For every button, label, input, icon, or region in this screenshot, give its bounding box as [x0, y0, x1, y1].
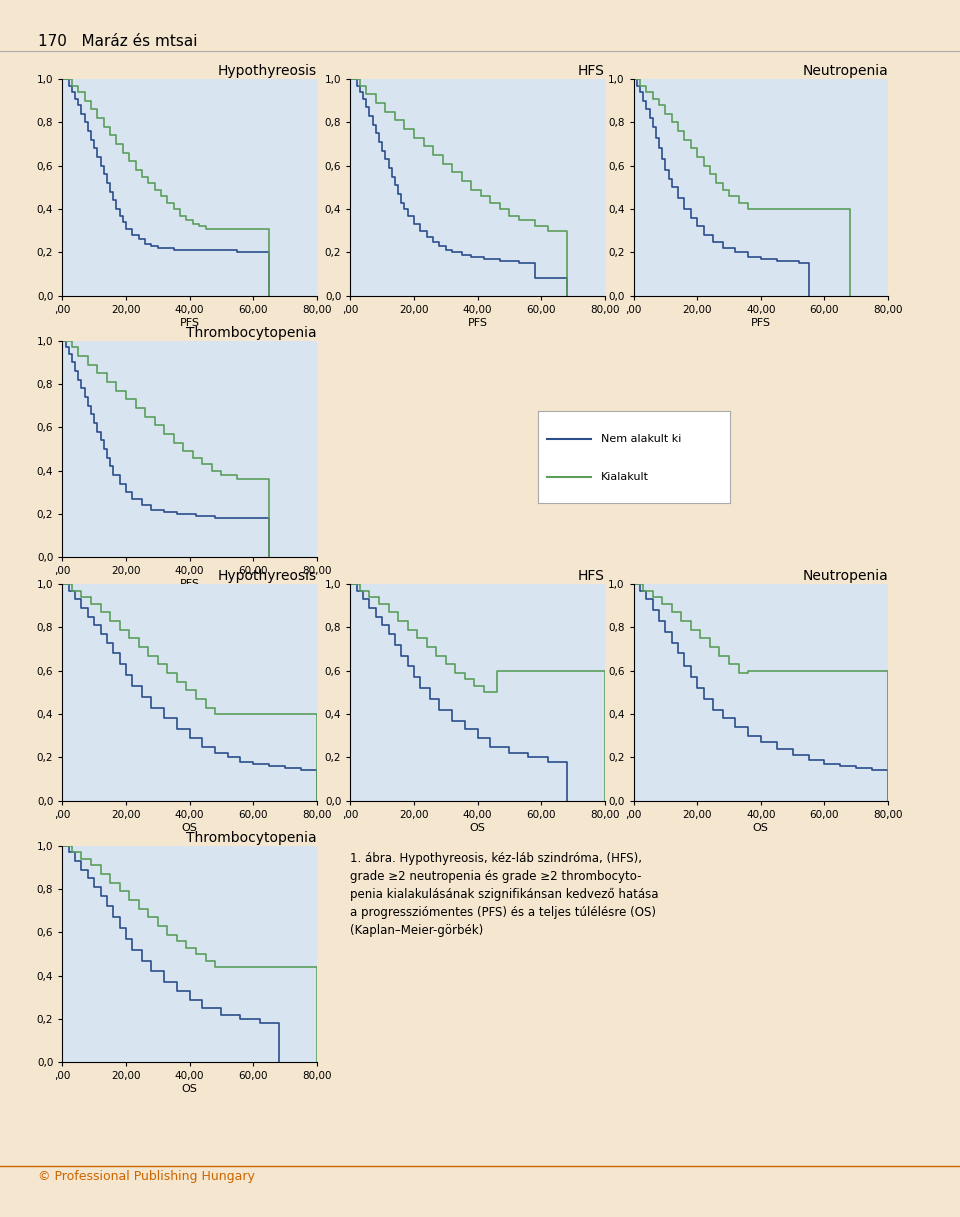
X-axis label: PFS: PFS	[180, 318, 200, 327]
Text: Neutropenia: Neutropenia	[803, 570, 888, 583]
Text: Hypothyreosis: Hypothyreosis	[218, 570, 317, 583]
Text: Hypothyreosis: Hypothyreosis	[218, 65, 317, 78]
Text: Thrombocytopenia: Thrombocytopenia	[186, 326, 317, 340]
X-axis label: OS: OS	[181, 823, 198, 832]
X-axis label: OS: OS	[469, 823, 486, 832]
Text: HFS: HFS	[578, 570, 605, 583]
X-axis label: OS: OS	[181, 1084, 198, 1094]
Text: Nem alakult ki: Nem alakult ki	[601, 433, 682, 444]
Text: 1. ábra. Hypothyreosis, kéz-láb szindróma, (HFS),
grade ≥2 neutropenia és grade : 1. ábra. Hypothyreosis, kéz-láb szindróm…	[350, 852, 659, 937]
Text: Neutropenia: Neutropenia	[803, 65, 888, 78]
X-axis label: PFS: PFS	[751, 318, 771, 327]
Text: 170   Maráz és mtsai: 170 Maráz és mtsai	[38, 34, 198, 49]
X-axis label: PFS: PFS	[180, 579, 200, 589]
X-axis label: PFS: PFS	[468, 318, 488, 327]
Text: © Professional Publishing Hungary: © Professional Publishing Hungary	[38, 1170, 255, 1183]
Text: HFS: HFS	[578, 65, 605, 78]
Text: Thrombocytopenia: Thrombocytopenia	[186, 831, 317, 845]
Text: Kialakult: Kialakult	[601, 472, 649, 482]
X-axis label: OS: OS	[753, 823, 769, 832]
